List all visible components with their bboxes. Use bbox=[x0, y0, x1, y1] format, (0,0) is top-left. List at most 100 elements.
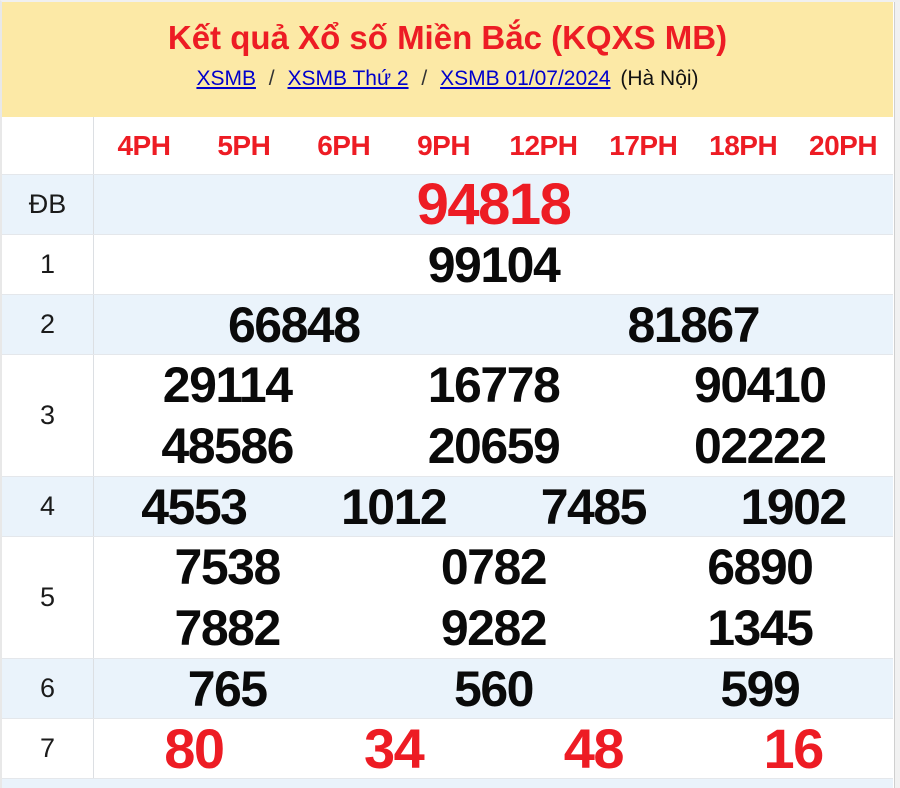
prize-value-cell: 20659 bbox=[360, 421, 626, 471]
prize-value: 20659 bbox=[427, 417, 561, 474]
prize-line: 80 34 48 16 bbox=[94, 719, 893, 778]
prize-values: 80 34 48 16 bbox=[94, 719, 893, 778]
prize-value-cell: 48586 bbox=[94, 421, 360, 471]
time-header-row: 4PH 5PH 6PH 9PH 12PH 17PH 18PH 20PH bbox=[2, 117, 893, 175]
prize-line: 4553 1012 7485 1902 bbox=[94, 477, 893, 536]
prize-value-cell: 29114 bbox=[94, 360, 360, 410]
prize-value: 1012 bbox=[341, 478, 448, 535]
time-column-header: 20PH bbox=[809, 129, 878, 161]
prize-line: 48586 20659 02222 bbox=[94, 416, 893, 477]
prize-value: 599 bbox=[720, 660, 800, 717]
prize-row: 6 765 560 599 bbox=[2, 659, 893, 719]
prize-values: 66848 81867 bbox=[94, 295, 893, 354]
prize-value-cell: 7882 bbox=[94, 603, 360, 653]
prize-value-cell: 765 bbox=[94, 664, 360, 714]
prize-value: 7485 bbox=[540, 478, 648, 535]
row-label: 2 bbox=[2, 295, 94, 354]
prize-value: 80 bbox=[164, 716, 225, 780]
prize-value: 81867 bbox=[627, 296, 760, 353]
prize-values: 4553 1012 7485 1902 bbox=[94, 477, 893, 536]
prize-value-cell: 16 bbox=[693, 716, 893, 780]
prize-value: 34 bbox=[363, 716, 425, 780]
prize-values: 94818 bbox=[94, 175, 893, 234]
prize-value: 7538 bbox=[174, 539, 282, 596]
row-label: 6 bbox=[2, 659, 94, 718]
prize-value-cell: 1902 bbox=[693, 482, 893, 532]
prize-line: 94818 bbox=[94, 175, 893, 234]
breadcrumb-separator: / bbox=[421, 67, 428, 91]
prize-value-cell: 7538 bbox=[94, 542, 360, 592]
prize-value: 0782 bbox=[440, 539, 548, 596]
results-table: 4PH 5PH 6PH 9PH 12PH 17PH 18PH 20PH ĐB 94818 1 9910… bbox=[2, 117, 893, 788]
prize-row: 4 4553 1012 7485 1902 bbox=[2, 477, 893, 537]
time-column-header: 9PH bbox=[417, 129, 471, 161]
prize-line: 66848 81867 bbox=[94, 295, 893, 354]
breadcrumb-link-xsmb-date[interactable]: XSMB 01/07/2024 bbox=[440, 67, 611, 91]
prize-value-cell: 1345 bbox=[627, 603, 893, 653]
breadcrumb-link-xsmb[interactable]: XSMB bbox=[196, 67, 256, 91]
prize-value-cell: 560 bbox=[360, 664, 626, 714]
prize-value: 99104 bbox=[427, 236, 561, 293]
prize-value-cell: 9282 bbox=[360, 603, 626, 653]
prize-value-cell: 7485 bbox=[494, 482, 694, 532]
time-column-header: 18PH bbox=[709, 129, 778, 161]
prize-values: 7538 0782 6890 7882 9282 1345 bbox=[94, 537, 893, 658]
row-label: 4 bbox=[2, 477, 94, 536]
prize-value: 4553 bbox=[141, 478, 248, 535]
prize-value: 29114 bbox=[162, 357, 293, 414]
prize-value: 7882 bbox=[174, 599, 282, 656]
prize-value: 48 bbox=[563, 716, 625, 780]
prize-value: 9282 bbox=[440, 599, 548, 656]
prize-value: 66848 bbox=[227, 296, 361, 353]
prize-value: 16 bbox=[763, 716, 824, 780]
row-label: 7 bbox=[2, 719, 94, 778]
prize-value: 48586 bbox=[161, 417, 294, 474]
breadcrumb-link-xsmb-thu-2[interactable]: XSMB Thứ 2 bbox=[287, 67, 409, 91]
prize-value: 90410 bbox=[694, 357, 827, 414]
prize-row: 3 29114 16778 90410 48586 20659 02222 bbox=[2, 355, 893, 477]
breadcrumb-location: (Hà Nội) bbox=[620, 67, 699, 91]
time-column-header: 4PH bbox=[117, 129, 171, 161]
prize-value-cell: 94818 bbox=[94, 171, 893, 237]
prize-value-cell: 6890 bbox=[627, 542, 893, 592]
prize-value-cell: 48 bbox=[494, 716, 694, 780]
prize-value-cell: 1012 bbox=[294, 482, 494, 532]
prize-line: 29114 16778 90410 bbox=[94, 355, 893, 416]
prize-line: 7538 0782 6890 bbox=[94, 537, 893, 598]
next-row-partial bbox=[2, 779, 893, 788]
prize-values: 99104 bbox=[94, 235, 893, 294]
prize-row: 1 99104 bbox=[2, 235, 893, 295]
prize-value-cell: 99104 bbox=[94, 240, 893, 290]
prize-value-cell: 4553 bbox=[94, 482, 294, 532]
prize-line: 7882 9282 1345 bbox=[94, 598, 893, 659]
row-label-cell-empty bbox=[2, 117, 94, 174]
prize-value: 94818 bbox=[416, 171, 572, 237]
row-label: 1 bbox=[2, 235, 94, 294]
time-column-header: 17PH bbox=[609, 129, 678, 161]
time-column-header: 6PH bbox=[317, 129, 371, 161]
prize-line: 765 560 599 bbox=[94, 659, 893, 718]
prize-values: 29114 16778 90410 48586 20659 02222 bbox=[94, 355, 893, 476]
prize-value: 1902 bbox=[740, 478, 848, 535]
page-title: Kết quả Xổ số Miền Bắc (KQXS MB) bbox=[167, 19, 728, 56]
prize-line: 99104 bbox=[94, 235, 893, 294]
prize-row: ĐB 94818 bbox=[2, 175, 893, 235]
breadcrumb-separator: / bbox=[268, 67, 275, 91]
prize-value-cell: 0782 bbox=[360, 542, 626, 592]
prize-value-cell: 34 bbox=[294, 716, 494, 780]
breadcrumb: XSMB / XSMB Thứ 2 / XSMB 01/07/2024 (Hà … bbox=[2, 67, 893, 91]
row-label: 5 bbox=[2, 537, 94, 658]
prize-value-cell: 66848 bbox=[94, 300, 494, 350]
row-label: 3 bbox=[2, 355, 94, 476]
prize-row: 7 80 34 48 16 bbox=[2, 719, 893, 779]
scrollbar[interactable] bbox=[894, 2, 900, 788]
page-header: Kết quả Xổ số Miền Bắc (KQXS MB) XSMB / … bbox=[2, 2, 893, 117]
prize-value: 1345 bbox=[707, 599, 814, 656]
prize-value: 560 bbox=[454, 660, 534, 717]
time-column-header: 5PH bbox=[217, 129, 271, 161]
prize-value: 02222 bbox=[694, 417, 827, 474]
prize-value-cell: 599 bbox=[627, 664, 893, 714]
prize-value-cell: 80 bbox=[94, 716, 294, 780]
